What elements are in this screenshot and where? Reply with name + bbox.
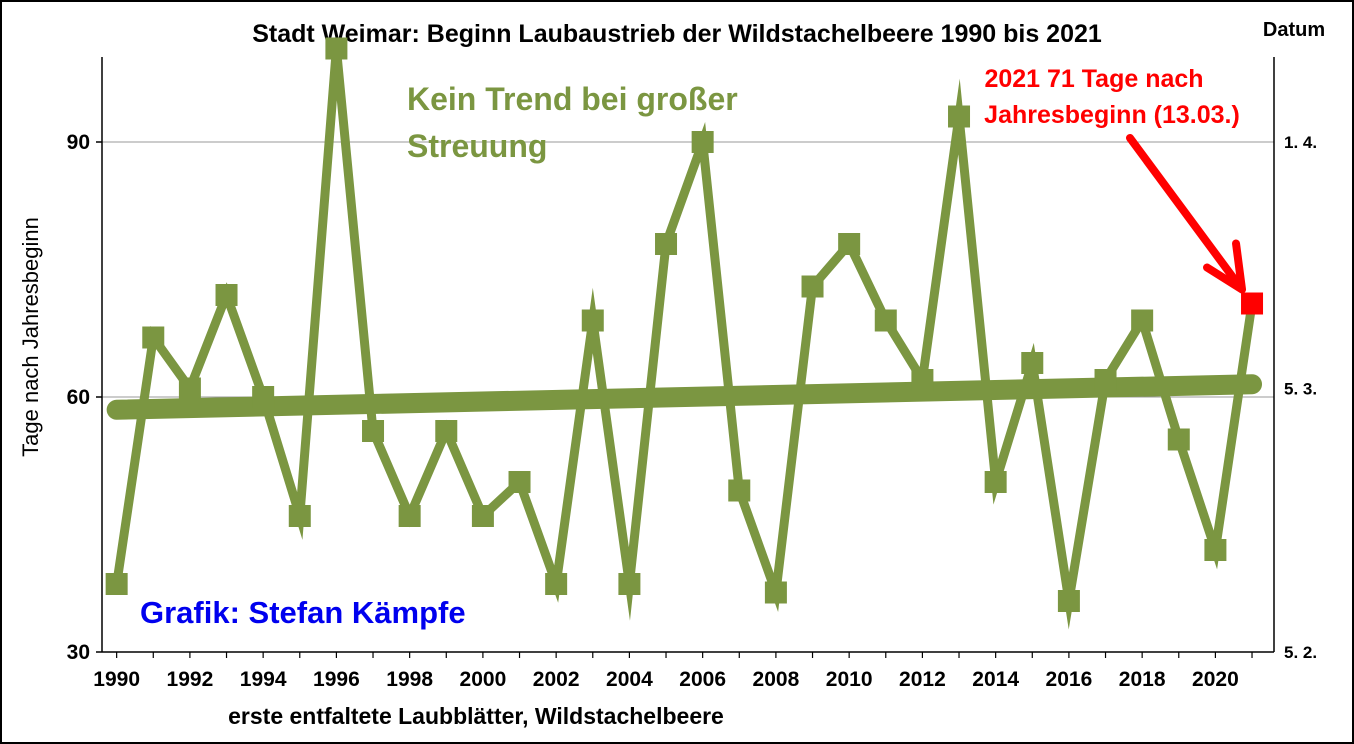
highlight-note-line-2: Jahresbeginn (13.03.) [984, 101, 1240, 129]
data-point [178, 377, 201, 400]
data-point [581, 309, 604, 332]
data-point [984, 471, 1007, 493]
data-point [874, 309, 897, 332]
data-point [398, 505, 421, 527]
x-tick-label: 1996 [313, 668, 360, 691]
highlight-marker [1241, 292, 1264, 315]
data-point [655, 233, 678, 255]
x-tick-label: 2004 [606, 668, 653, 691]
y-tick-label: 90 [67, 131, 90, 154]
highlight-note-line-1: 2021 71 Tage nach [984, 65, 1203, 93]
x-tick-label: 2012 [899, 668, 946, 691]
data-point [691, 131, 714, 153]
x-axis-label: erste entfaltete Laubblätter, Wildstache… [228, 703, 724, 729]
x-tick-label: 2000 [460, 668, 507, 691]
data-point [728, 479, 751, 502]
y-tick-label: 30 [67, 641, 90, 664]
data-point [215, 284, 238, 306]
data-point [1131, 309, 1154, 332]
x-tick-label: 1998 [386, 668, 433, 691]
data-point [325, 37, 348, 60]
x-tick-label: 2002 [533, 668, 580, 691]
data-point [1021, 352, 1044, 374]
data-point [105, 573, 128, 595]
right-axis-tick-label: 5. 2. [1284, 643, 1317, 662]
data-point [471, 505, 494, 527]
trend-line [106, 374, 1263, 420]
data-point [1167, 428, 1190, 451]
x-tick-label: 2016 [1046, 668, 1093, 691]
right-axis-tick-label: 1. 4. [1284, 133, 1317, 152]
data-point [618, 573, 641, 595]
arrow-head [1203, 239, 1247, 294]
x-tick-label: 2008 [753, 668, 800, 691]
data-point [362, 420, 385, 442]
data-point [1057, 590, 1080, 612]
x-tick-label: 2020 [1192, 668, 1239, 691]
trend-note-line-2: Streuung [407, 128, 547, 164]
data-point [545, 573, 568, 595]
right-axis-tick-label: 5. 3. [1284, 380, 1317, 399]
data-point [911, 369, 934, 391]
data-point [838, 233, 861, 255]
x-tick-label: 1994 [240, 668, 287, 691]
series-line [112, 48, 1257, 630]
data-point [508, 471, 531, 493]
x-tick-label: 1990 [93, 668, 140, 691]
chart-title: Stadt Weimar: Beginn Laubaustrieb der Wi… [252, 20, 1102, 48]
x-tick-label: 2018 [1119, 668, 1166, 691]
axis-layer: 30 60 90 1990 1992 1994 1996 1998 2000 2002 2004 20… [67, 57, 1317, 691]
y-axis-label: Tage nach Jahresbeginn [18, 217, 43, 457]
data-point [764, 581, 787, 604]
data-point [801, 275, 824, 298]
x-tick-label: 2006 [679, 668, 726, 691]
x-tick-label: 2010 [826, 668, 873, 691]
credit-text: Grafik: Stefan Kämpfe [140, 595, 466, 630]
arrow-shaft [1126, 134, 1241, 286]
data-point [948, 105, 971, 128]
right-axis-title: Datum [1263, 19, 1325, 41]
data-point [1094, 369, 1117, 391]
x-tick-label: 1992 [167, 668, 214, 691]
x-tick-label: 2014 [972, 668, 1019, 691]
trend-note-line-1: Kein Trend bei großer [407, 81, 738, 117]
data-point [435, 420, 458, 442]
data-point [252, 386, 275, 408]
series-layer [105, 37, 1264, 630]
highlight-arrow [1126, 134, 1247, 294]
y-tick-label: 60 [67, 386, 90, 409]
data-point [288, 505, 311, 527]
data-point [142, 326, 165, 349]
data-point [1204, 539, 1227, 561]
